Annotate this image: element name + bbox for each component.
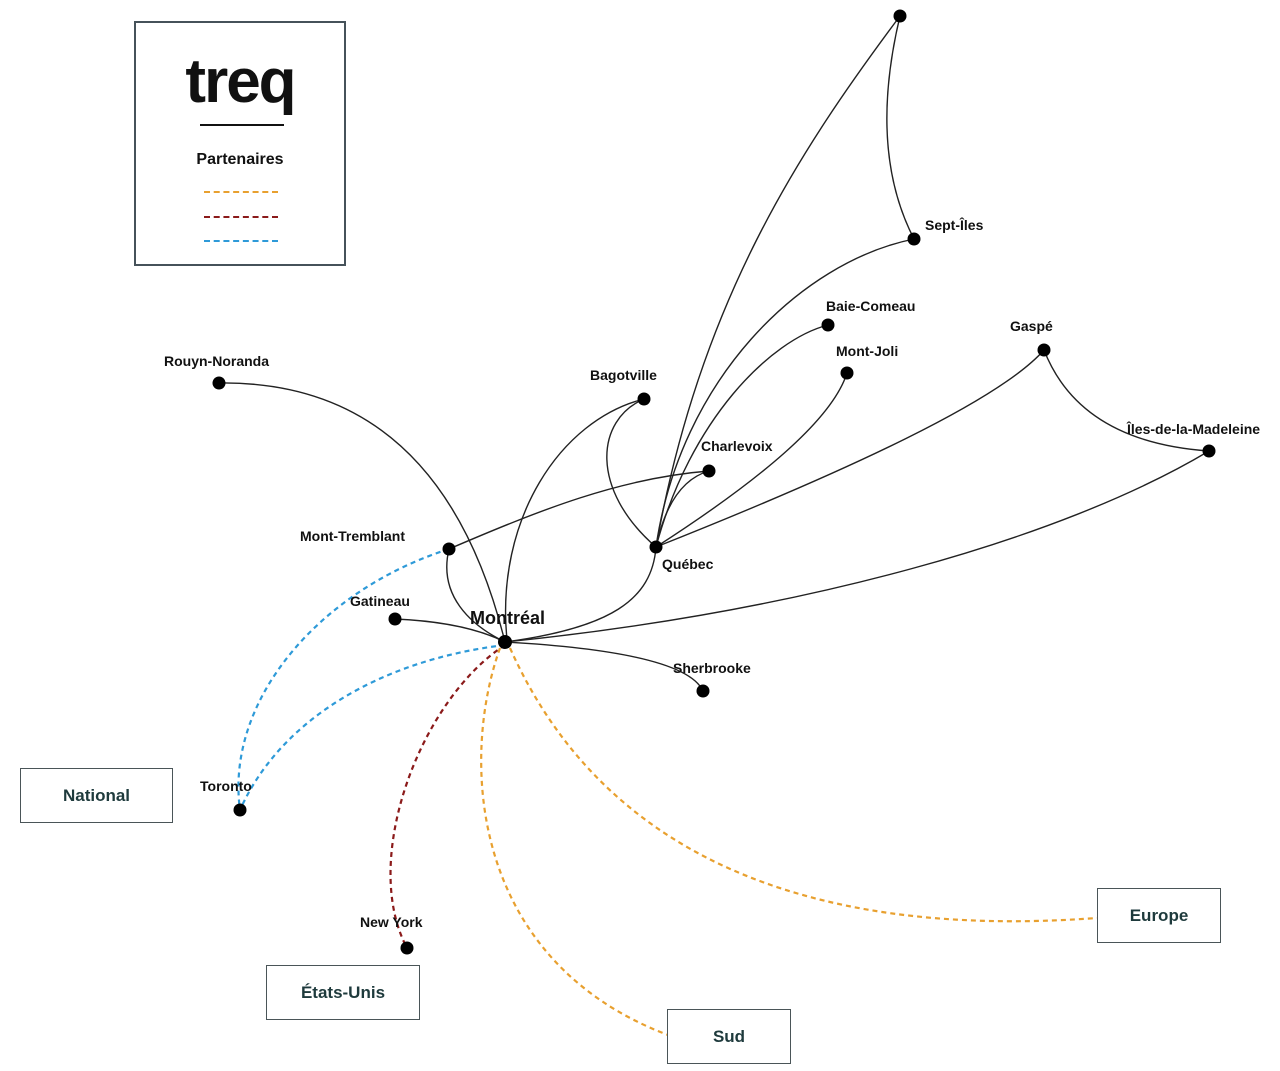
label-septiles: Sept-Îles: [925, 216, 984, 233]
legend-line-red: [204, 216, 278, 218]
label-newyork: New York: [360, 914, 423, 930]
node-charlevoix: [702, 464, 716, 478]
legend-line-blue: [204, 240, 278, 242]
node-quebec: [649, 540, 663, 554]
label-charlevoix: Charlevoix: [701, 438, 773, 454]
partner-route-montreal-newyork: [389, 644, 506, 949]
node-newyork: [400, 941, 414, 955]
region-etats-unis: États-Unis: [266, 965, 420, 1020]
label-rouyn: Rouyn-Noranda: [164, 353, 269, 369]
route-montreal-rouyn: [218, 382, 506, 643]
route-quebec-baiecomeau: [655, 324, 829, 548]
legend-title: Partenaires: [196, 151, 284, 168]
node-toronto: [233, 803, 247, 817]
node-baiecomeau: [821, 318, 835, 332]
node-montjoli: [840, 366, 854, 380]
route-montreal-bagotville: [505, 398, 645, 641]
route-quebec-gaspe: [655, 349, 1045, 548]
region-national: National: [20, 768, 173, 823]
node-montreal: [498, 635, 512, 649]
node-bagotville: [637, 392, 651, 406]
node-tremblant: [442, 542, 456, 556]
partner-route-montreal-toronto: [238, 643, 506, 811]
route-gaspe-iles: [1043, 349, 1210, 452]
node-gatineau: [388, 612, 402, 626]
label-quebec: Québec: [662, 556, 714, 572]
route-quebec-bagotville: [606, 398, 657, 548]
label-gatineau: Gatineau: [350, 593, 410, 609]
partner-route-montreal-sud: [480, 647, 669, 1037]
region-europe: Europe: [1097, 888, 1221, 943]
label-toronto: Toronto: [200, 778, 252, 794]
label-montjoli: Mont-Joli: [836, 343, 898, 359]
label-iles: Îles-de-la-Madeleine: [1126, 420, 1260, 437]
partner-route-tremblant-toronto: [237, 547, 450, 811]
route-quebec-septiles: [655, 238, 915, 548]
route-montreal-gatineau: [394, 618, 506, 643]
route-tremblant-charlevoix: [448, 470, 710, 550]
route-quebec-montjoli: [655, 372, 848, 548]
label-bagotville: Bagotville: [590, 367, 657, 383]
partner-route-montreal-europe: [508, 647, 1098, 923]
node-north: [893, 9, 907, 23]
treq-logo: treq: [185, 47, 296, 116]
label-baiecomeau: Baie-Comeau: [826, 298, 915, 314]
node-sherbrooke: [696, 684, 710, 698]
label-montreal: Montréal: [470, 608, 545, 628]
legend-line-orange: [204, 191, 278, 193]
node-iles: [1202, 444, 1216, 458]
route-montreal-tremblant: [446, 548, 506, 643]
node-septiles: [907, 232, 921, 246]
node-rouyn: [212, 376, 226, 390]
logo-divider: [200, 124, 284, 126]
label-sherbrooke: Sherbrooke: [673, 660, 751, 676]
route-montreal-sherbrooke: [504, 641, 704, 692]
route-north-septiles: [886, 15, 915, 240]
label-tremblant: Mont-Tremblant: [300, 528, 405, 544]
legend: treq Partenaires: [134, 21, 346, 266]
route-quebec-north: [655, 15, 901, 548]
nodes: [212, 9, 1216, 955]
route-montreal-quebec: [504, 546, 657, 643]
node-gaspe: [1037, 343, 1051, 357]
route-montreal-iles: [504, 450, 1210, 643]
region-sud: Sud: [667, 1009, 791, 1064]
label-gaspe: Gaspé: [1010, 318, 1053, 334]
